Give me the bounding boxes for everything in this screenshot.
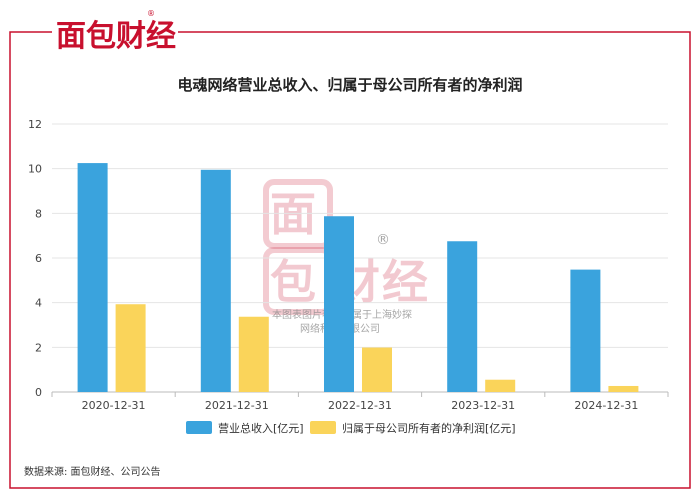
x-axis: 2020-12-31 2021-12-31 2022-12-31 2023-12-31… [51,392,669,412]
y-tick-label: 6 [35,252,42,265]
frame-border [9,31,691,489]
bar-revenue [570,269,601,392]
watermark-char-4: 经 [382,255,428,309]
bar-revenue [447,241,478,392]
y-tick-label: 8 [35,207,42,220]
x-tick-label: 2022-12-31 [328,399,392,412]
bars [77,163,639,392]
legend-label-revenue: 营业总收入[亿元] [218,421,304,435]
bar-revenue [77,163,108,392]
bar-net-profit [362,347,392,392]
y-tick-label: 2 [35,341,42,354]
brand-logo-text: 面包财经 [56,19,176,54]
gridlines [52,123,668,393]
watermark-char-2: 包 [270,255,316,309]
brand-logo: 面包财经 ® [56,9,176,54]
y-tick-label: 10 [28,163,42,176]
legend-swatch-revenue [186,421,212,434]
x-tick-label: 2020-12-31 [82,399,146,412]
bar-net-profit [115,304,146,392]
chart-title: 电魂网络营业总收入、归属于母公司所有者的净利润 [177,76,522,94]
y-tick-label: 0 [35,386,42,399]
data-source: 数据来源: 面包财经、公司公告 [24,465,161,478]
legend: 营业总收入[亿元] 归属于母公司所有者的净利润[亿元] [186,421,516,435]
y-axis: 0 2 4 6 8 10 12 [28,118,42,399]
bar-net-profit [608,385,639,392]
x-tick-label: 2024-12-31 [574,399,638,412]
y-tick-label: 12 [28,118,42,131]
bar-net-profit [485,379,516,392]
watermark-reg: ® [376,232,390,248]
bar-net-profit [238,316,269,392]
legend-label-net-profit: 归属于母公司所有者的净利润[亿元] [342,421,516,435]
legend-swatch-net-profit [310,421,336,434]
watermark-char-1: 面 [270,187,316,241]
x-tick-label: 2023-12-31 [451,399,515,412]
registered-mark: ® [147,9,155,18]
watermark-box-top [263,179,333,249]
bar-revenue [200,169,231,392]
y-tick-label: 4 [35,297,42,310]
x-tick-label: 2021-12-31 [205,399,269,412]
bar-revenue [324,216,354,392]
